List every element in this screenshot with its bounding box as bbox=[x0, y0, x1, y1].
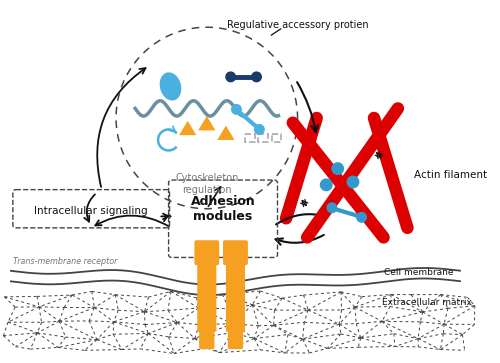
FancyBboxPatch shape bbox=[223, 240, 248, 265]
Circle shape bbox=[332, 163, 344, 174]
Circle shape bbox=[226, 72, 235, 82]
Ellipse shape bbox=[160, 72, 182, 101]
Polygon shape bbox=[179, 121, 196, 135]
FancyBboxPatch shape bbox=[197, 247, 216, 332]
Bar bbox=[245, 134, 254, 142]
Circle shape bbox=[254, 125, 264, 134]
FancyBboxPatch shape bbox=[226, 247, 245, 332]
Text: Regulative accessory protien: Regulative accessory protien bbox=[227, 20, 368, 29]
Text: Extracellular matrix: Extracellular matrix bbox=[382, 298, 472, 307]
Bar bbox=[272, 134, 281, 142]
Circle shape bbox=[357, 213, 366, 222]
Text: Trans-membrane receptor: Trans-membrane receptor bbox=[13, 257, 117, 266]
Circle shape bbox=[347, 176, 358, 188]
Text: Actin filament: Actin filament bbox=[414, 170, 488, 180]
FancyBboxPatch shape bbox=[194, 240, 219, 265]
Polygon shape bbox=[198, 116, 216, 130]
Circle shape bbox=[232, 105, 241, 114]
Polygon shape bbox=[218, 126, 234, 140]
Text: Cell membrane: Cell membrane bbox=[384, 268, 453, 277]
Bar bbox=[258, 134, 268, 142]
Text: Intracellular signaling: Intracellular signaling bbox=[34, 206, 148, 216]
Circle shape bbox=[320, 179, 332, 191]
Circle shape bbox=[327, 203, 336, 213]
Circle shape bbox=[252, 72, 262, 82]
FancyBboxPatch shape bbox=[228, 326, 243, 349]
Text: Adhesion
modules: Adhesion modules bbox=[190, 195, 256, 223]
FancyBboxPatch shape bbox=[199, 326, 214, 349]
Text: Cytoskeleton
regulation: Cytoskeleton regulation bbox=[175, 174, 238, 195]
